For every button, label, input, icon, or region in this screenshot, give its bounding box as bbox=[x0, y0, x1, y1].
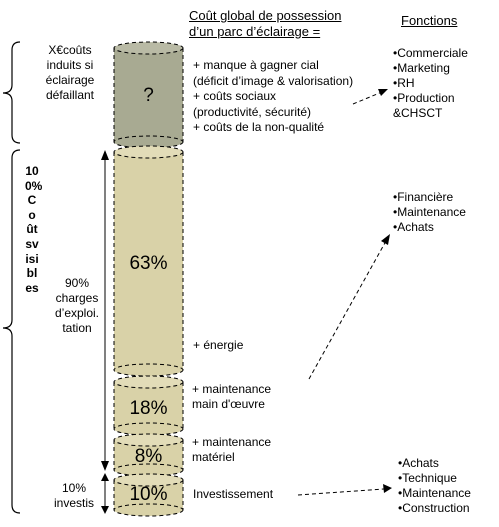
labour-label: + maintenance main d'œuvre bbox=[192, 382, 272, 411]
function-item: •Maintenance bbox=[398, 486, 471, 500]
function-item: •Achats bbox=[398, 456, 439, 470]
energy-label: + énergie bbox=[193, 338, 244, 352]
functions-title: Fonctions bbox=[401, 13, 458, 28]
segment-label-10: 10% bbox=[129, 484, 168, 505]
top-brace bbox=[2, 41, 21, 144]
charges-label: 90% charges d’exploi. tation bbox=[54, 276, 100, 335]
cylinder-segment-hidden bbox=[113, 41, 184, 149]
material-label: + maintenance matériel bbox=[192, 435, 272, 464]
cylinder-segment-18 bbox=[113, 375, 184, 436]
cylinder-segment-10 bbox=[113, 473, 184, 517]
segment-label-hidden: ? bbox=[143, 85, 154, 106]
function-item: •Maintenance bbox=[393, 205, 466, 219]
arrow-to-group2 bbox=[308, 234, 390, 380]
hidden-cost-items: + manque à gagner cial (déficit d’image … bbox=[193, 58, 354, 134]
segment-label-18: 18% bbox=[129, 398, 168, 419]
function-group-2: •Financière •Maintenance •Achats bbox=[393, 190, 466, 235]
function-group-3: •Achats •Technique •Maintenance •Constru… bbox=[398, 456, 471, 516]
function-item: •Technique bbox=[398, 471, 457, 485]
investment-label: Investissement bbox=[193, 487, 274, 501]
visible-costs-vertical-label: 100%Coûtsvisibles bbox=[25, 164, 43, 295]
arrow-to-group3 bbox=[297, 484, 392, 496]
function-item: •Financière bbox=[393, 190, 454, 204]
function-item: •Production &CHSCT bbox=[393, 91, 455, 120]
diagram-title-line2: d’un parc d’éclairage = bbox=[189, 24, 321, 39]
function-item: •RH bbox=[393, 76, 415, 90]
charges-dimension-arrow bbox=[101, 150, 109, 471]
hidden-costs-label: X€coûts induits si éclairage défaillant bbox=[45, 43, 95, 102]
segment-label-63: 63% bbox=[129, 253, 168, 274]
cylinder-segment-63 bbox=[113, 145, 184, 377]
function-item: •Marketing bbox=[393, 61, 450, 75]
function-item: •Construction bbox=[398, 501, 470, 515]
function-item: •Commerciale bbox=[393, 46, 468, 60]
arrow-to-group1 bbox=[352, 89, 388, 105]
investis-label: 10% investis bbox=[53, 481, 94, 510]
diagram-title-line1: Coût global de possession bbox=[189, 8, 342, 23]
function-group-1: •Commerciale •Marketing •RH •Production … bbox=[393, 46, 468, 121]
visible-costs-brace bbox=[2, 149, 21, 514]
investment-dimension-arrow bbox=[101, 473, 109, 514]
segment-label-8: 8% bbox=[134, 446, 163, 467]
function-item: •Achats bbox=[393, 220, 434, 234]
